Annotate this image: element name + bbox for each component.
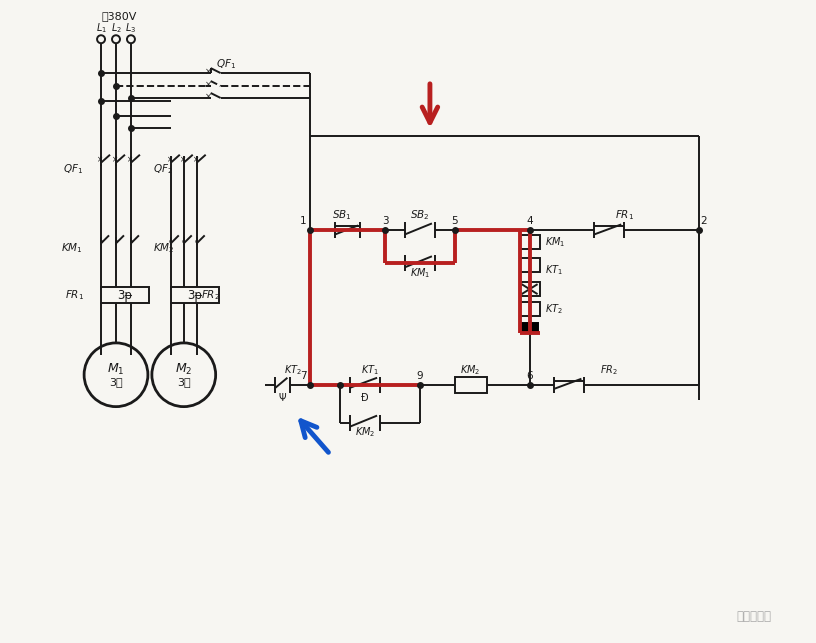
Text: $M_2$: $M_2$	[175, 362, 193, 377]
Text: ×: ×	[180, 155, 186, 164]
Text: $KT_2$: $KT_2$	[544, 302, 562, 316]
Text: 小电工点点: 小电工点点	[736, 610, 771, 623]
Text: Ψ: Ψ	[278, 393, 286, 403]
Text: $QF_2$: $QF_2$	[153, 162, 173, 176]
Text: $FR_1$: $FR_1$	[65, 288, 84, 302]
Text: o: o	[129, 239, 133, 244]
Text: 3～: 3～	[109, 377, 123, 386]
Text: 4: 4	[526, 217, 533, 226]
Bar	[101, 287, 149, 303]
Text: $L_3$: $L_3$	[126, 21, 136, 35]
Text: 3～: 3～	[177, 377, 191, 386]
Circle shape	[84, 343, 148, 406]
Text: ×: ×	[205, 80, 212, 89]
Text: 2: 2	[701, 217, 707, 226]
Bar	[521, 323, 538, 333]
Text: o: o	[100, 239, 103, 244]
Text: 7: 7	[300, 371, 307, 381]
Text: 1: 1	[300, 217, 307, 226]
Text: ～380V: ～380V	[101, 12, 136, 21]
Bar	[520, 282, 539, 296]
Text: $KM_1$: $KM_1$	[61, 241, 83, 255]
Text: o: o	[114, 239, 118, 244]
Text: o: o	[195, 239, 198, 244]
Text: $KM_2$: $KM_2$	[355, 426, 375, 439]
Text: $L_2$: $L_2$	[110, 21, 122, 35]
Bar	[171, 287, 219, 303]
Circle shape	[97, 35, 105, 43]
Circle shape	[127, 35, 135, 43]
Text: ×: ×	[112, 155, 118, 164]
Text: $KM_1$: $KM_1$	[410, 266, 430, 280]
Text: $QF_1$: $QF_1$	[63, 162, 83, 176]
Text: $KT_1$: $KT_1$	[361, 363, 379, 377]
Text: 6: 6	[526, 371, 533, 381]
Text: Ð: Ð	[361, 393, 369, 403]
Text: $SB_2$: $SB_2$	[410, 208, 430, 222]
Text: ×: ×	[193, 155, 199, 164]
Text: ×: ×	[166, 155, 173, 164]
Text: $SB_1$: $SB_1$	[332, 208, 352, 222]
Circle shape	[112, 35, 120, 43]
Text: $KM_2$: $KM_2$	[459, 363, 480, 377]
Bar	[520, 258, 539, 272]
Text: 5: 5	[451, 217, 458, 226]
Text: $QF_1$: $QF_1$	[215, 57, 236, 71]
Text: o: o	[182, 239, 185, 244]
Text: $FR_1$: $FR_1$	[614, 208, 634, 222]
Text: 3ᵽ: 3ᵽ	[187, 289, 202, 302]
Text: $L_1$: $L_1$	[95, 21, 107, 35]
Text: $FR_2$: $FR_2$	[601, 363, 619, 377]
Bar	[520, 302, 539, 316]
Text: $FR_2$: $FR_2$	[201, 288, 220, 302]
Text: ×: ×	[205, 93, 212, 102]
Bar	[455, 377, 486, 393]
Text: ×: ×	[97, 155, 104, 164]
Text: 3: 3	[382, 217, 388, 226]
Circle shape	[152, 343, 215, 406]
Text: o: o	[169, 239, 172, 244]
Text: $KM_1$: $KM_1$	[544, 235, 565, 249]
Bar	[520, 235, 539, 249]
Text: 9: 9	[417, 371, 424, 381]
Text: $KT_1$: $KT_1$	[544, 264, 562, 277]
Text: ×: ×	[126, 155, 133, 164]
Text: $KM_2$: $KM_2$	[153, 241, 175, 255]
Text: $KT_2$: $KT_2$	[285, 363, 303, 377]
Text: ×: ×	[205, 68, 212, 77]
Text: $M_1$: $M_1$	[107, 362, 125, 377]
Text: 3ᵽ: 3ᵽ	[118, 289, 132, 302]
